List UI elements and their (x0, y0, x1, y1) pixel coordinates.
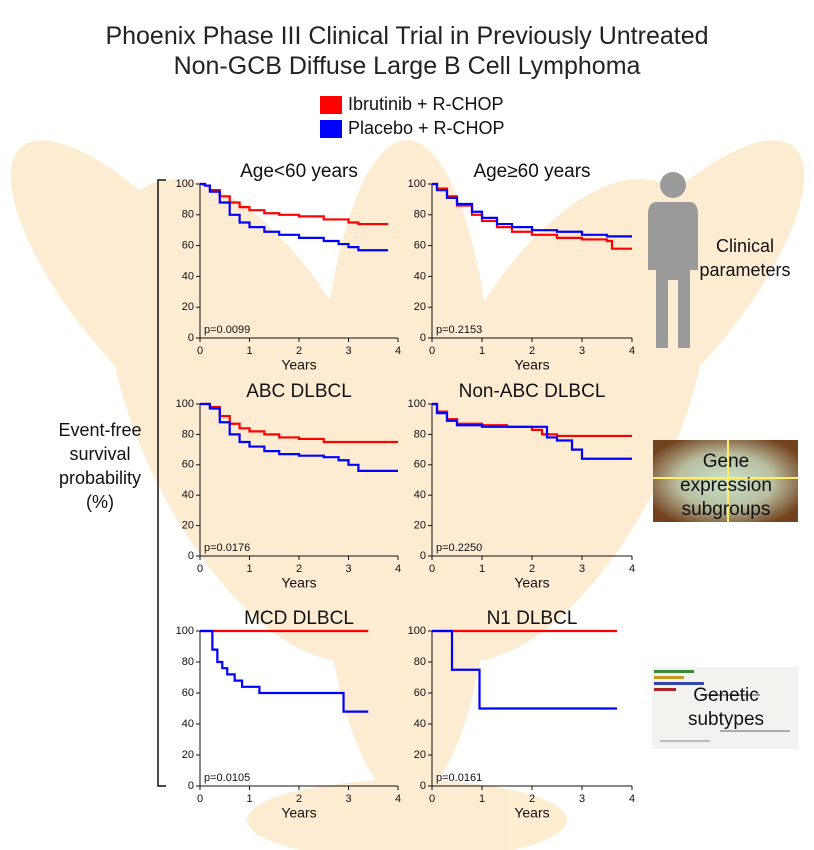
legend-swatch (320, 96, 342, 114)
y-tick-label: 40 (182, 489, 194, 501)
x-tick-label: 0 (429, 793, 435, 805)
y-tick-label: 60 (182, 459, 194, 471)
panel-title: Age<60 years (240, 161, 358, 182)
x-tick-label: 2 (296, 793, 302, 805)
side-label: Gene expression subgroups (658, 450, 794, 522)
y-tick-label: 80 (414, 428, 426, 440)
panel-title: Non-ABC DLBCL (459, 381, 606, 402)
y-tick-label: 0 (188, 332, 194, 344)
y-tick-label: 100 (176, 625, 194, 637)
y-tick-label: 40 (182, 718, 194, 730)
x-tick-label: 3 (579, 793, 585, 805)
y-tick-label: 100 (176, 398, 194, 410)
y-tick-label: 60 (414, 240, 426, 252)
x-tick-label: 4 (395, 793, 401, 805)
y-tick-label: 20 (414, 301, 426, 313)
y-tick-label: 0 (420, 550, 426, 562)
y-tick-label: 80 (414, 209, 426, 221)
side-label: Genetic subtypes (676, 684, 776, 732)
y-tick-label: 100 (408, 625, 426, 637)
x-tick-label: 1 (479, 793, 485, 805)
x-tick-label: 0 (197, 345, 203, 357)
x-tick-label: 2 (296, 563, 302, 575)
x-tick-label: 0 (429, 563, 435, 575)
p-value: p=0.2153 (436, 324, 482, 336)
panel-title: ABC DLBCL (246, 381, 352, 402)
x-tick-label: 1 (479, 345, 485, 357)
x-tick-label: 4 (395, 563, 401, 575)
y-tick-label: 0 (188, 550, 194, 562)
y-tick-label: 80 (182, 209, 194, 221)
y-tick-label: 100 (408, 398, 426, 410)
x-tick-label: 4 (395, 345, 401, 357)
y-tick-label: 100 (176, 178, 194, 190)
x-tick-label: 1 (246, 793, 252, 805)
legend-label: Placebo + R-CHOP (348, 118, 505, 138)
p-value: p=0.0105 (204, 772, 250, 784)
x-axis-label: Years (514, 357, 549, 373)
panel-title: N1 DLBCL (487, 608, 578, 629)
x-tick-label: 3 (345, 563, 351, 575)
x-tick-label: 4 (629, 563, 635, 575)
figure: Ibrutinib + R-CHOP Placebo + R-CHOP Age<60… (0, 0, 814, 850)
x-axis-label: Years (514, 575, 549, 591)
x-tick-label: 4 (629, 345, 635, 357)
y-tick-label: 60 (182, 240, 194, 252)
legend-swatch (320, 120, 342, 138)
y-tick-label: 40 (182, 270, 194, 282)
y-tick-label: 0 (420, 780, 426, 792)
p-value: p=0.2250 (436, 542, 482, 554)
x-tick-label: 1 (479, 563, 485, 575)
figure-title: Phoenix Phase III Clinical Trial in Prev… (40, 22, 774, 51)
p-value: p=0.0099 (204, 324, 250, 336)
side-label: Clinical parameters (680, 234, 810, 282)
x-axis-label: Years (514, 805, 549, 821)
y-tick-label: 80 (182, 428, 194, 440)
x-tick-label: 4 (629, 793, 635, 805)
y-tick-label: 60 (182, 687, 194, 699)
legend-label: Ibrutinib + R-CHOP (348, 94, 504, 114)
x-tick-label: 0 (197, 793, 203, 805)
x-tick-label: 2 (296, 345, 302, 357)
y-tick-label: 0 (188, 780, 194, 792)
x-tick-label: 2 (529, 793, 535, 805)
y-axis-label: Event-free survival probability (%) (52, 418, 148, 514)
figure-title: Non-GCB Diffuse Large B Cell Lymphoma (40, 52, 774, 81)
x-tick-label: 3 (579, 563, 585, 575)
y-tick-label: 40 (414, 270, 426, 282)
y-tick-label: 80 (182, 656, 194, 668)
x-tick-label: 0 (197, 563, 203, 575)
panel-title: Age≥60 years (473, 161, 590, 182)
y-tick-label: 40 (414, 489, 426, 501)
p-value: p=0.0161 (436, 772, 482, 784)
y-tick-label: 20 (182, 301, 194, 313)
y-tick-label: 60 (414, 459, 426, 471)
y-tick-label: 100 (408, 178, 426, 190)
y-tick-label: 80 (414, 656, 426, 668)
panel-title: MCD DLBCL (244, 608, 354, 629)
y-tick-label: 60 (414, 687, 426, 699)
x-tick-label: 0 (429, 345, 435, 357)
p-value: p=0.0176 (204, 542, 250, 554)
y-tick-label: 0 (420, 332, 426, 344)
y-tick-label: 20 (414, 520, 426, 532)
x-tick-label: 1 (246, 563, 252, 575)
x-axis-label: Years (281, 575, 316, 591)
y-tick-label: 40 (414, 718, 426, 730)
y-tick-label: 20 (414, 749, 426, 761)
x-tick-label: 2 (529, 563, 535, 575)
y-tick-label: 20 (182, 520, 194, 532)
x-axis-label: Years (281, 357, 316, 373)
y-tick-label: 20 (182, 749, 194, 761)
x-tick-label: 3 (345, 793, 351, 805)
x-tick-label: 3 (345, 345, 351, 357)
x-tick-label: 2 (529, 345, 535, 357)
x-axis-label: Years (281, 805, 316, 821)
x-tick-label: 3 (579, 345, 585, 357)
x-tick-label: 1 (246, 345, 252, 357)
